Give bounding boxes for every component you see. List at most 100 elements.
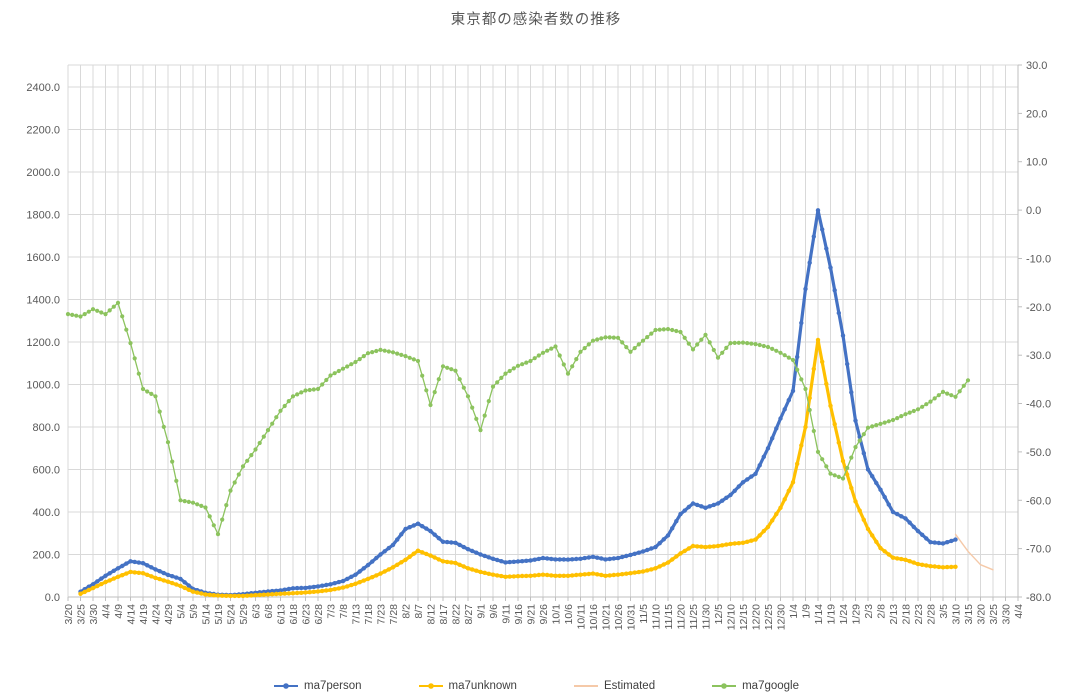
left-axis-labels: 0.0 200.0 400.0 600.0 800.0 1000.0 1200.0 1400.… <box>26 82 60 604</box>
svg-text:7/13: 7/13 <box>350 604 362 625</box>
x-axis-labels: 3/20 3/25 3/30 4/4 4/9 4/14 4/19 4/24 4/29 5/4 5/9… <box>63 604 1025 630</box>
svg-text:10/6: 10/6 <box>563 604 575 625</box>
chart-title: 東京都の感染者数の推移 <box>450 12 622 28</box>
svg-text:2/8: 2/8 <box>875 604 887 619</box>
legend-item-ma7person[interactable]: ma7person <box>273 680 362 692</box>
svg-text:6/13: 6/13 <box>275 604 287 625</box>
svg-text:-20.0: -20.0 <box>1026 302 1051 314</box>
svg-text:6/18: 6/18 <box>288 604 300 625</box>
svg-text:3/20: 3/20 <box>975 604 987 625</box>
svg-text:12/5: 12/5 <box>713 604 725 625</box>
svg-text:11/20: 11/20 <box>675 604 687 630</box>
svg-text:1800.0: 1800.0 <box>26 210 60 222</box>
svg-text:600.0: 600.0 <box>32 465 60 477</box>
svg-text:6/28: 6/28 <box>313 604 325 625</box>
svg-text:3/25: 3/25 <box>75 604 87 625</box>
svg-text:4/4: 4/4 <box>1013 604 1025 619</box>
vertical-gridlines <box>67 65 1019 597</box>
svg-text:2/3: 2/3 <box>863 604 875 619</box>
svg-text:4/9: 4/9 <box>113 604 125 619</box>
legend-item-ma7unknown[interactable]: ma7unknown <box>418 680 517 692</box>
svg-text:3/30: 3/30 <box>88 604 100 625</box>
svg-text:9/16: 9/16 <box>513 604 525 625</box>
svg-text:9/26: 9/26 <box>538 604 550 625</box>
svg-text:7/3: 7/3 <box>325 604 337 619</box>
horizontal-gridlines <box>68 64 1018 555</box>
svg-text:3/15: 3/15 <box>963 604 975 625</box>
svg-text:12/20: 12/20 <box>750 604 762 630</box>
svg-text:30.0: 30.0 <box>1026 60 1047 72</box>
svg-text:5/24: 5/24 <box>225 604 237 625</box>
svg-text:3/30: 3/30 <box>1000 604 1012 625</box>
svg-text:400.0: 400.0 <box>32 507 60 519</box>
svg-text:2400.0: 2400.0 <box>26 82 60 94</box>
svg-text:1/4: 1/4 <box>788 604 800 619</box>
svg-text:1600.0: 1600.0 <box>26 252 60 264</box>
svg-text:5/9: 5/9 <box>188 604 200 619</box>
legend-line-dot-icon <box>712 683 737 689</box>
right-axis-line <box>1017 64 1022 598</box>
legend-line-dot-icon <box>274 683 298 689</box>
svg-text:3/10: 3/10 <box>950 604 962 625</box>
svg-text:4/24: 4/24 <box>150 604 162 625</box>
legend-item-ma7google[interactable]: ma7google <box>711 680 799 692</box>
svg-text:1/14: 1/14 <box>813 604 825 625</box>
svg-text:2000.0: 2000.0 <box>26 167 60 179</box>
svg-text:3/5: 3/5 <box>938 604 950 619</box>
svg-text:-50.0: -50.0 <box>1026 447 1051 459</box>
svg-text:10/16: 10/16 <box>588 604 600 630</box>
legend-label: Estimated <box>603 680 656 692</box>
svg-text:200.0: 200.0 <box>32 550 60 562</box>
svg-text:9/6: 9/6 <box>488 604 500 619</box>
svg-text:10.0: 10.0 <box>1026 157 1047 169</box>
svg-text:7/18: 7/18 <box>363 604 375 625</box>
svg-text:11/30: 11/30 <box>700 604 712 630</box>
svg-text:9/1: 9/1 <box>475 604 487 619</box>
svg-text:6/3: 6/3 <box>250 604 262 619</box>
svg-text:8/17: 8/17 <box>438 604 450 625</box>
legend-item-estimated[interactable]: Estimated <box>573 680 655 692</box>
svg-text:9/11: 9/11 <box>500 604 512 624</box>
legend-label: ma7person <box>304 680 362 692</box>
svg-text:20.0: 20.0 <box>1026 108 1047 120</box>
svg-text:11/5: 11/5 <box>638 604 650 624</box>
svg-text:4/19: 4/19 <box>138 604 150 625</box>
svg-text:1000.0: 1000.0 <box>26 380 60 392</box>
svg-text:4/29: 4/29 <box>163 604 175 625</box>
svg-text:2/23: 2/23 <box>913 604 925 625</box>
svg-text:0.0: 0.0 <box>1026 205 1041 217</box>
svg-text:8/27: 8/27 <box>463 604 475 625</box>
svg-text:11/10: 11/10 <box>650 604 662 630</box>
svg-text:1400.0: 1400.0 <box>26 295 60 307</box>
svg-text:3/20: 3/20 <box>63 604 75 625</box>
svg-text:4/14: 4/14 <box>125 604 137 625</box>
svg-text:2/28: 2/28 <box>925 604 937 625</box>
series-Estimated <box>954 533 994 571</box>
legend-label: ma7unknown <box>448 680 517 692</box>
svg-text:-10.0: -10.0 <box>1026 254 1051 266</box>
svg-text:2/13: 2/13 <box>888 604 900 625</box>
svg-text:6/8: 6/8 <box>263 604 275 619</box>
svg-text:7/28: 7/28 <box>388 604 400 625</box>
svg-text:2200.0: 2200.0 <box>26 125 60 137</box>
svg-text:8/7: 8/7 <box>413 604 425 619</box>
svg-text:-40.0: -40.0 <box>1026 399 1051 411</box>
svg-text:1200.0: 1200.0 <box>26 337 60 349</box>
svg-text:12/15: 12/15 <box>738 604 750 630</box>
svg-text:10/26: 10/26 <box>613 604 625 630</box>
x-axis-line <box>67 596 1019 601</box>
svg-text:3/25: 3/25 <box>988 604 1000 625</box>
svg-text:2/18: 2/18 <box>900 604 912 625</box>
svg-text:1/29: 1/29 <box>850 604 862 625</box>
svg-text:11/15: 11/15 <box>663 604 675 630</box>
svg-text:12/30: 12/30 <box>775 604 787 630</box>
svg-text:7/23: 7/23 <box>375 604 387 625</box>
svg-text:10/1: 10/1 <box>550 604 562 625</box>
svg-text:800.0: 800.0 <box>32 422 60 434</box>
svg-text:10/11: 10/11 <box>575 604 587 630</box>
svg-text:-80.0: -80.0 <box>1026 592 1051 604</box>
legend-line-icon <box>573 685 598 687</box>
svg-text:7/8: 7/8 <box>338 604 350 619</box>
svg-text:5/4: 5/4 <box>175 604 187 619</box>
